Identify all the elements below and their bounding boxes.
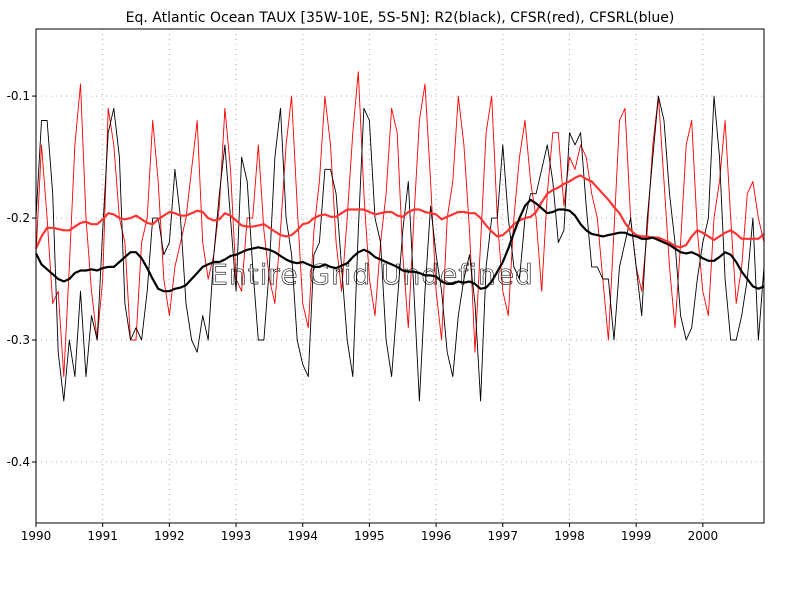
x-tick-label: 1994	[287, 529, 318, 543]
series-line-4	[35, 198, 765, 293]
y-tick-label: -0.2	[7, 211, 30, 225]
series-lines	[34, 71, 765, 402]
x-tick-label: 1993	[221, 529, 252, 543]
x-tick-label: 1997	[488, 529, 519, 543]
x-tick-label: 1992	[154, 529, 185, 543]
plot-frame	[35, 28, 765, 524]
x-axis-ticks: 1990 1991 1992 1993 1994 1995 1996 1997 1998 1999…	[21, 523, 718, 543]
x-tick-label: 1998	[554, 529, 585, 543]
x-tick-label: 1990	[21, 529, 52, 543]
x-tick-label: 1996	[421, 529, 452, 543]
series-line-1	[35, 71, 765, 378]
x-tick-label: 2000	[688, 529, 719, 543]
y-tick-label: -0.1	[7, 89, 30, 103]
series-line-2	[35, 95, 765, 402]
x-tick-label: 1999	[621, 529, 652, 543]
x-tick-label: 1995	[354, 529, 385, 543]
series-line-3	[34, 174, 765, 250]
chart-title: Eq. Atlantic Ocean TAUX [35W-10E, 5S-5N]…	[126, 10, 675, 26]
y-tick-label: -0.3	[7, 333, 30, 347]
y-axis-ticks: -0.1 -0.2 -0.3 -0.4	[7, 89, 36, 469]
x-tick-label: 1991	[87, 529, 118, 543]
undefined-grid-annotation: Entire Grid Undefined	[210, 258, 534, 291]
y-tick-label: -0.4	[7, 455, 30, 469]
